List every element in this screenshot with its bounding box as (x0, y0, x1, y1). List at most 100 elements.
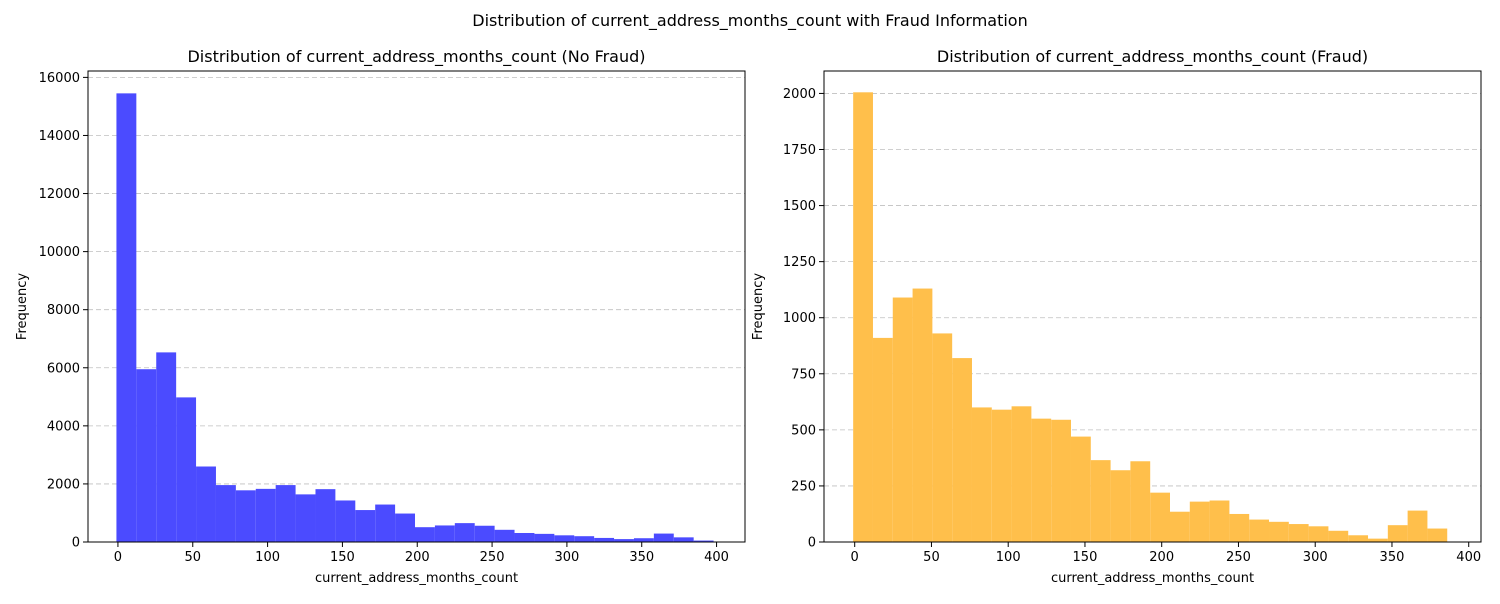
histogram-bar (594, 537, 615, 542)
histogram-bar (275, 485, 296, 542)
y-tick-label: 1000 (783, 311, 816, 326)
histogram-bar (1169, 511, 1190, 542)
histogram-bar (335, 500, 356, 542)
x-tick-label: 400 (1456, 550, 1481, 565)
histogram-bar (1090, 460, 1111, 542)
histogram-bar (375, 504, 396, 542)
y-tick-label: 750 (791, 367, 816, 382)
y-tick-label: 500 (791, 423, 816, 438)
y-tick-label: 10000 (39, 245, 80, 260)
histogram-bar (116, 93, 137, 542)
x-tick-label: 100 (996, 550, 1021, 565)
x-axis-label: current_address_months_count (315, 571, 518, 586)
axes-title: Distribution of current_address_months_c… (937, 47, 1368, 67)
x-tick-label: 50 (923, 550, 940, 565)
histogram-bar (1387, 525, 1408, 542)
y-axis-label: Frequency (15, 273, 30, 340)
y-tick-label: 8000 (47, 303, 80, 318)
y-tick-label: 1250 (783, 255, 816, 270)
x-tick-label: 350 (629, 550, 654, 565)
x-tick-label: 150 (1073, 550, 1098, 565)
x-tick-label: 300 (554, 550, 579, 565)
histogram-bar (1229, 513, 1250, 542)
histogram-bar (1269, 521, 1289, 542)
axes-title: Distribution of current_address_months_c… (187, 47, 645, 67)
histogram-bar (1130, 461, 1151, 542)
x-tick-label: 400 (704, 550, 729, 565)
histogram-no-fraud: 0 50 100 150 200 250 300 350 4000200040006000800… (15, 47, 746, 586)
histogram-bar (574, 536, 595, 542)
histogram-bar (235, 490, 256, 542)
x-tick-label: 350 (1380, 550, 1405, 565)
histogram-bar (454, 523, 475, 542)
x-tick-label: 50 (184, 550, 201, 565)
histogram-bar (395, 513, 416, 542)
histogram-bar (1348, 535, 1369, 542)
histogram-bar (494, 529, 515, 542)
y-tick-label: 4000 (47, 419, 80, 434)
histogram-bar (971, 407, 992, 542)
histogram-bar (1308, 526, 1329, 542)
histogram-fraud: 0 50 100 150 200 250 300 350 400 0 250 500 750 1000 12… (751, 47, 1482, 586)
histogram-bar (1288, 524, 1309, 542)
y-tick-label: 16000 (39, 71, 80, 86)
histogram-bar (295, 494, 316, 542)
histogram-bar (315, 489, 336, 542)
histogram-bar (1150, 492, 1170, 542)
histogram-bar (872, 337, 893, 542)
y-tick-label: 6000 (47, 361, 80, 376)
histogram-bar (1209, 500, 1230, 542)
axes-frame (87, 70, 746, 543)
histogram-bar (514, 532, 535, 542)
histogram-bar (1031, 418, 1052, 542)
histogram-bar (693, 540, 714, 542)
histogram-bar (912, 288, 933, 542)
histogram-bar (255, 488, 276, 542)
histogram-bar (156, 352, 177, 542)
y-tick-label: 1500 (783, 199, 816, 214)
histogram-bar (1427, 528, 1448, 542)
histogram-bar (932, 333, 953, 542)
x-tick-label: 150 (330, 550, 355, 565)
histogram-bar (176, 397, 197, 542)
histogram-bar (1328, 530, 1349, 542)
x-tick-label: 200 (1149, 550, 1174, 565)
histogram-bar (1189, 501, 1210, 542)
x-tick-label: 0 (851, 550, 859, 565)
histogram-bar (633, 538, 654, 542)
x-tick-label: 300 (1303, 550, 1328, 565)
y-tick-label: 2000 (47, 477, 80, 492)
histogram-bar (1407, 510, 1428, 542)
figure-suptitle: Distribution of current_address_months_c… (472, 11, 1027, 31)
histogram-bar (136, 369, 157, 542)
histogram-bar (614, 539, 634, 542)
axes-frame (823, 70, 1482, 543)
y-tick-label: 12000 (39, 187, 80, 202)
histogram-bar (474, 525, 495, 542)
histogram-bar (554, 535, 575, 542)
histogram-bar (1011, 406, 1032, 542)
y-tick-label: 0 (808, 536, 816, 551)
x-tick-label: 100 (255, 550, 280, 565)
y-tick-label: 14000 (39, 129, 80, 144)
histogram-bar (853, 92, 873, 543)
histogram-bar (1110, 470, 1131, 542)
histogram-bar (653, 533, 674, 542)
x-axis-label: current_address_months_count (1051, 571, 1254, 586)
histogram-bar (1051, 419, 1071, 542)
x-tick-label: 250 (1226, 550, 1251, 565)
x-tick-label: 200 (405, 550, 430, 565)
y-tick-label: 0 (72, 536, 80, 551)
y-tick-label: 1750 (783, 143, 816, 158)
histogram-bar (415, 527, 435, 542)
y-tick-label: 250 (791, 479, 816, 494)
histogram-bar (434, 525, 455, 542)
histogram-bar (534, 533, 555, 542)
histogram-bar (355, 510, 376, 542)
x-tick-label: 0 (114, 550, 122, 565)
histogram-bar (892, 297, 913, 542)
y-tick-label: 2000 (783, 87, 816, 102)
histogram-bar (673, 537, 694, 542)
